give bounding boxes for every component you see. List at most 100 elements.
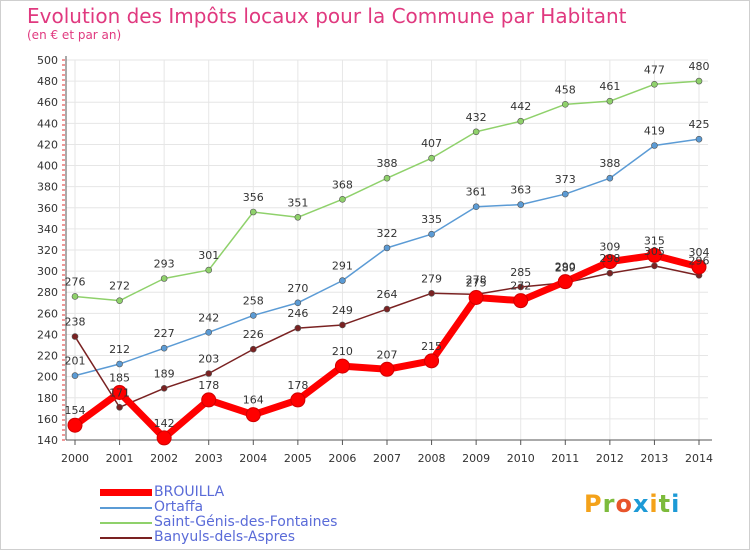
data-label: 477 bbox=[644, 63, 665, 76]
data-label: 258 bbox=[243, 294, 264, 307]
y-tick-label: 260 bbox=[37, 307, 58, 320]
logo-letter: t bbox=[658, 490, 672, 518]
data-point bbox=[205, 266, 213, 274]
data-point bbox=[646, 247, 662, 263]
y-tick-label: 180 bbox=[37, 392, 58, 405]
data-label: 425 bbox=[689, 118, 710, 131]
logo-letter: i bbox=[671, 490, 681, 518]
x-tick-label: 2004 bbox=[239, 452, 267, 465]
data-label: 305 bbox=[644, 245, 665, 258]
data-point bbox=[249, 312, 257, 319]
data-point bbox=[561, 101, 569, 108]
y-tick-label: 480 bbox=[37, 75, 58, 88]
data-point bbox=[428, 230, 435, 238]
y-tick-label: 320 bbox=[37, 244, 58, 257]
data-label: 210 bbox=[332, 345, 353, 358]
x-tick-label: 2006 bbox=[328, 452, 356, 465]
data-point bbox=[116, 297, 123, 304]
data-label: 276 bbox=[65, 275, 86, 288]
data-point bbox=[156, 430, 172, 446]
data-point bbox=[513, 293, 529, 309]
data-label: 298 bbox=[599, 252, 620, 265]
data-label: 207 bbox=[377, 348, 398, 361]
data-label: 215 bbox=[421, 340, 442, 353]
data-point bbox=[294, 324, 302, 332]
series-lines bbox=[67, 77, 707, 446]
y-tick-label: 340 bbox=[37, 223, 58, 236]
data-label: 291 bbox=[332, 260, 353, 273]
x-tick-label: 2003 bbox=[195, 452, 223, 465]
data-point bbox=[379, 361, 395, 377]
data-label: 272 bbox=[510, 280, 531, 293]
legend-swatch bbox=[100, 507, 152, 509]
data-point bbox=[201, 392, 217, 408]
y-tick-label: 300 bbox=[37, 265, 58, 278]
data-point bbox=[205, 370, 213, 377]
logo-letter: r bbox=[602, 490, 616, 518]
legend-swatch bbox=[100, 537, 152, 539]
data-label: 246 bbox=[287, 307, 308, 320]
legend-label: Ortaffa bbox=[154, 499, 204, 515]
data-point bbox=[651, 142, 658, 149]
data-label: 178 bbox=[198, 379, 219, 392]
data-label: 275 bbox=[466, 277, 487, 290]
data-label: 442 bbox=[510, 100, 531, 113]
x-tick-label: 2011 bbox=[551, 452, 579, 465]
data-label: 238 bbox=[65, 316, 86, 329]
data-point bbox=[116, 360, 123, 368]
x-tick-label: 2002 bbox=[150, 452, 178, 465]
data-label: 301 bbox=[198, 249, 219, 262]
legend-label: Saint-Génis-des-Fontaines bbox=[154, 514, 338, 530]
data-point bbox=[424, 353, 440, 369]
x-tick-label: 2013 bbox=[640, 452, 668, 465]
data-label: 203 bbox=[198, 353, 219, 366]
data-label: 293 bbox=[154, 258, 175, 271]
data-label: 388 bbox=[599, 157, 620, 170]
data-label: 189 bbox=[154, 367, 175, 380]
x-tick-label: 2008 bbox=[418, 452, 446, 465]
data-point bbox=[339, 196, 346, 203]
data-point bbox=[334, 358, 350, 374]
data-label: 461 bbox=[599, 80, 620, 93]
data-label: 458 bbox=[555, 83, 576, 96]
y-tick-label: 500 bbox=[37, 54, 58, 67]
data-point bbox=[294, 299, 302, 307]
y-tick-label: 360 bbox=[37, 202, 58, 215]
data-point bbox=[428, 154, 435, 162]
data-label: 351 bbox=[287, 196, 308, 209]
data-label: 227 bbox=[154, 327, 175, 340]
axes: 140 160 180 200 220 240 260 280 300 320 340 360 380 4… bbox=[37, 54, 713, 465]
data-label: 171 bbox=[109, 386, 130, 399]
legend-label: BROUILLA bbox=[154, 484, 225, 500]
data-point bbox=[339, 321, 346, 329]
data-point bbox=[472, 128, 480, 136]
logo-letter: P bbox=[584, 490, 603, 518]
chart-subtitle: (en € et par an) bbox=[27, 28, 122, 42]
data-point bbox=[517, 117, 525, 125]
data-label: 270 bbox=[287, 282, 308, 295]
y-tick-label: 220 bbox=[37, 350, 58, 363]
data-label: 388 bbox=[377, 157, 398, 170]
data-point bbox=[651, 80, 658, 88]
data-point bbox=[651, 262, 658, 270]
data-point bbox=[339, 277, 346, 284]
logo-letter: x bbox=[632, 490, 650, 518]
data-point bbox=[67, 417, 83, 433]
data-point bbox=[294, 213, 302, 221]
y-tick-label: 420 bbox=[37, 138, 58, 151]
data-label: 178 bbox=[287, 379, 308, 392]
data-point bbox=[606, 97, 614, 105]
data-point bbox=[249, 345, 257, 353]
data-label: 419 bbox=[644, 125, 665, 138]
proxiti-logo: Proxiti bbox=[584, 490, 680, 518]
data-label: 272 bbox=[109, 280, 130, 293]
data-point bbox=[428, 289, 435, 297]
x-tick-label: 2014 bbox=[685, 452, 713, 465]
data-point bbox=[602, 254, 618, 270]
legend-label: Banyuls-dels-Aspres bbox=[154, 529, 295, 545]
data-label: 480 bbox=[689, 60, 710, 73]
data-point bbox=[691, 259, 707, 275]
data-label: 304 bbox=[689, 246, 710, 259]
